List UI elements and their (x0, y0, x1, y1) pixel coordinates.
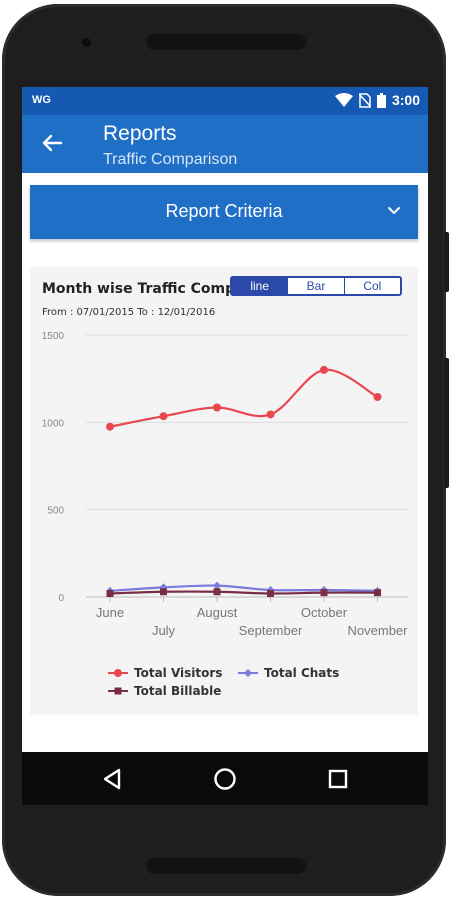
x-tick-label: October (301, 605, 348, 620)
volume-button (444, 232, 449, 292)
data-point (213, 581, 221, 590)
series-line (109, 590, 378, 595)
data-point (213, 403, 221, 412)
data-point (159, 412, 168, 421)
data-point (106, 422, 114, 431)
page-subtitle: Traffic Comparison (103, 151, 238, 168)
bottom-speaker (146, 858, 306, 874)
data-point (373, 393, 382, 402)
y-tick-label: 1500 (42, 331, 65, 342)
x-tick-label: August (197, 605, 238, 620)
power-button (444, 358, 449, 488)
data-point (106, 590, 114, 598)
report-criteria-label: Report Criteria (165, 201, 283, 221)
app-bar: Reports Traffic Comparison (22, 115, 428, 173)
circle-home-icon[interactable] (210, 764, 240, 794)
status-bar: WG 3:00 (22, 87, 428, 115)
legend-marker (114, 687, 122, 695)
nav-bar (22, 752, 428, 805)
x-tick-label: September (239, 623, 303, 638)
data-point (213, 588, 221, 596)
arrow-left-icon[interactable] (38, 129, 66, 157)
toggle-bar[interactable]: Bar (287, 278, 343, 294)
legend-label: Total Visitors (134, 666, 222, 680)
y-tick-label: 500 (47, 506, 64, 517)
legend-marker (244, 669, 252, 677)
series-line (109, 584, 378, 592)
chart-type-toggle[interactable]: line Bar Col (230, 276, 402, 296)
data-point (374, 589, 381, 597)
data-point (160, 588, 167, 596)
x-tick-label: June (96, 605, 124, 620)
series-line (109, 368, 379, 428)
y-tick-label: 0 (58, 593, 64, 604)
data-point (320, 365, 328, 374)
y-tick-label: 1000 (42, 418, 65, 429)
battery-icon (376, 92, 386, 108)
top-speaker (146, 34, 306, 50)
report-criteria-dropdown[interactable]: Report Criteria (30, 185, 418, 239)
x-tick-label: November (348, 623, 409, 638)
chart-date-range: From : 07/01/2015 To : 12/01/2016 (42, 307, 216, 318)
data-point (267, 590, 274, 598)
chart-title: Month wise Traffic Comp (42, 281, 236, 297)
toggle-col[interactable]: Col (343, 278, 400, 294)
clock: 3:00 (391, 92, 420, 108)
page-title: Reports (103, 122, 177, 145)
toggle-line[interactable]: line (232, 278, 288, 294)
carrier-label: WG (32, 94, 51, 106)
data-point (266, 410, 275, 419)
screen: WG 3:00 Reports Traffic Comparison Repor… (22, 87, 428, 805)
triangle-back-icon[interactable] (97, 764, 127, 794)
x-tick-label: July (152, 623, 176, 638)
legend-label: Total Chats (264, 666, 339, 680)
wifi-icon (334, 93, 353, 107)
legend-label: Total Billable (134, 684, 221, 698)
chevron-down-icon (388, 207, 400, 214)
no-sim-icon (358, 92, 371, 108)
front-camera (82, 38, 91, 47)
data-point (320, 589, 328, 597)
square-recents-icon[interactable] (323, 764, 353, 794)
chart-card: 0 500 1000 1500 June July August September Octob… (30, 267, 418, 715)
legend-marker (114, 669, 122, 677)
